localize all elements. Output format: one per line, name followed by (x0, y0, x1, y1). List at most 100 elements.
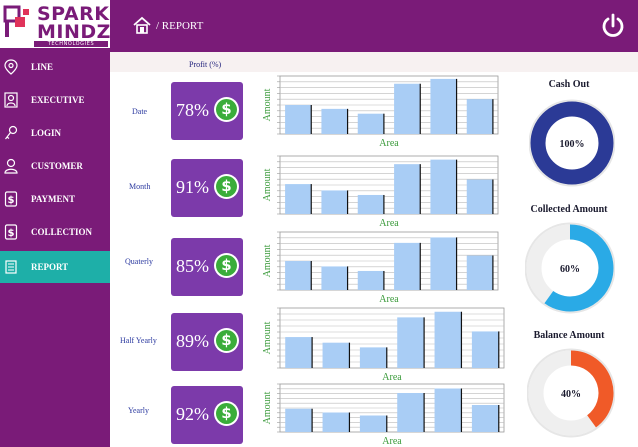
gauge-cash-out: 100% (529, 99, 615, 187)
bar (394, 164, 421, 214)
y-axis-label: Amount (262, 391, 273, 424)
x-axis-label: Area (382, 436, 402, 446)
bar-chart-date: Area Amount (262, 75, 499, 148)
sidebar-item-label: EXECUTIVE (31, 95, 85, 105)
gauge-balance-amount: 40% (527, 348, 615, 438)
gauge-value: 40% (561, 389, 581, 400)
brand-logo[interactable]: SPARK MINDZ TECHNOLOGIES (0, 0, 110, 48)
dollar-coin-icon: $ (214, 174, 239, 199)
bar (466, 255, 493, 290)
bar-chart-month: Area Amount (262, 155, 499, 228)
sidebar-item-label: REPORT (31, 262, 69, 272)
bar (466, 99, 493, 134)
bar-chart-quaterly: Area Amount (262, 231, 499, 304)
home-icon[interactable] (133, 16, 151, 34)
row-label-yearly: Yearly (128, 406, 149, 415)
dollar-coin-icon: $ (214, 253, 239, 278)
bar (359, 415, 387, 432)
breadcrumb: / REPORT (156, 20, 204, 32)
bar (285, 408, 313, 432)
dollar-coin-icon: $ (214, 97, 239, 122)
bar (285, 337, 313, 368)
bar (434, 388, 462, 432)
profit-card-yearly: 92% $ (171, 386, 243, 444)
sidebar: SPARK MINDZ TECHNOLOGIES LINE EXECUTIVE … (0, 0, 110, 447)
bar (321, 266, 348, 290)
gauge-outline (527, 348, 615, 438)
profit-card-half-yearly: 89% $ (171, 313, 243, 371)
bar (285, 105, 312, 134)
power-icon[interactable] (600, 13, 626, 39)
gauge-title-collected-amount: Collected Amount (530, 204, 608, 215)
dollar-doc-icon: $ (4, 191, 18, 207)
y-axis-label: Amount (262, 321, 273, 354)
svg-text:$: $ (8, 228, 15, 239)
profit-value: 78% (176, 100, 209, 120)
bar (357, 270, 384, 290)
x-axis-label: Area (379, 138, 399, 148)
y-axis-label: Amount (262, 168, 273, 201)
profit-value: 91% (176, 177, 209, 197)
gauge-collected-amount: 60% (525, 222, 615, 314)
top-bar: / REPORT (110, 0, 638, 52)
sidebar-item-label: COLLECTION (31, 227, 93, 237)
sidebar-item-customer[interactable]: CUSTOMER (0, 150, 110, 182)
sidebar-item-executive[interactable]: EXECUTIVE (0, 84, 110, 116)
bar (357, 113, 384, 134)
dollar-doc-icon: $ (4, 224, 18, 240)
location-pin-icon (4, 59, 18, 75)
bar (394, 83, 421, 134)
sidebar-item-payment[interactable]: $ PAYMENT (0, 183, 110, 215)
bar-chart-half-yearly: Area Amount (262, 307, 505, 382)
y-axis-label: Amount (262, 244, 273, 277)
sidebar-item-label: LINE (31, 62, 54, 72)
bar (394, 242, 421, 290)
bar (471, 405, 499, 432)
gauge-arc (570, 350, 614, 428)
row-label-quaterly: Quaterly (125, 257, 153, 266)
x-axis-label: Area (379, 218, 399, 228)
sidebar-item-label: PAYMENT (31, 194, 76, 204)
gauge-title-cash-out: Cash Out (548, 79, 590, 90)
brand-tagline: TECHNOLOGIES (34, 41, 108, 47)
sidebar-item-label: LOGIN (31, 128, 62, 138)
dollar-coin-icon: $ (214, 401, 239, 426)
sidebar-item-login[interactable]: LOGIN (0, 117, 110, 149)
gauge-value: 60% (560, 264, 580, 275)
bar (285, 261, 312, 290)
gauge-arc (544, 224, 614, 312)
gauge-outline (525, 222, 615, 314)
row-label-date: Date (132, 107, 148, 116)
profit-card-date: 78% $ (171, 82, 243, 140)
bar (322, 342, 350, 368)
profit-value: 92% (176, 404, 209, 424)
svg-text:$: $ (8, 195, 15, 206)
profit-card-month: 91% $ (171, 159, 243, 217)
sidebar-item-line[interactable]: LINE (0, 51, 110, 83)
profit-header: Profit (%) (189, 60, 222, 69)
sidebar-item-report[interactable]: REPORT (0, 251, 110, 283)
bar (322, 412, 350, 432)
bar (471, 331, 499, 368)
key-icon (5, 125, 18, 140)
sidebar-item-collection[interactable]: $ COLLECTION (0, 216, 110, 248)
x-axis-label: Area (382, 372, 402, 382)
gauge-arc (530, 101, 614, 185)
bar (434, 311, 462, 368)
profit-value: 89% (176, 331, 209, 351)
brand-line1: SPARK (37, 3, 110, 25)
user-icon (4, 158, 18, 174)
row-label-half-yearly: Half Yearly (120, 336, 157, 345)
sidebar-item-label: CUSTOMER (31, 161, 83, 171)
bar (357, 194, 384, 214)
person-card-icon (4, 92, 18, 108)
profit-card-quaterly: 85% $ (171, 238, 243, 296)
bar-chart-yearly: Area Amount (262, 383, 505, 446)
brand-line2: MINDZ (37, 21, 111, 43)
bar (430, 237, 457, 290)
bar (321, 108, 348, 134)
report-icon (5, 260, 17, 274)
bar (397, 393, 425, 432)
bar (430, 159, 457, 214)
gauge-outline (529, 99, 615, 187)
